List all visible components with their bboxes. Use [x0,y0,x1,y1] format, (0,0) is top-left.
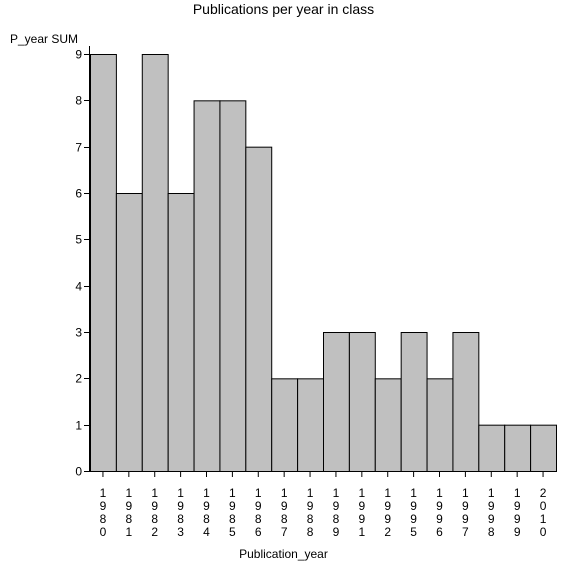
bar-1987 [271,378,299,472]
bar-1986 [245,146,273,472]
bar-1988 [297,378,324,472]
y-tick-label: 2 [75,372,82,386]
y-tick-label: 4 [75,280,82,294]
y-tick-label: 9 [75,48,82,62]
bar-1985 [219,100,247,473]
chart-title: Publications per year in class [192,1,375,17]
x-axis-label: Publication_year [239,547,328,561]
y-tick-label: 8 [75,94,82,108]
bar-1984 [193,100,221,473]
y-axis-label: P_year SUM [10,32,79,46]
y-tick-label: 7 [75,141,82,155]
bar-1983 [167,193,195,472]
bar-1996 [426,378,454,472]
bar-1989 [323,332,350,472]
y-tick-label: 1 [75,419,82,433]
y-tick-label: 0 [75,465,82,479]
bar-1991 [348,332,376,472]
bar-1997 [452,332,480,472]
y-tick-label: 5 [75,233,82,247]
bar-1992 [374,378,402,472]
bar-1998 [478,424,506,473]
y-tick-label: 6 [75,187,82,201]
bar-2010 [530,424,557,473]
bar-1999 [504,424,532,473]
bar-1995 [400,332,428,472]
y-tick-label: 3 [75,326,82,340]
bar-1982 [141,54,169,472]
bar-1981 [115,193,143,472]
bar-1980 [90,54,117,472]
